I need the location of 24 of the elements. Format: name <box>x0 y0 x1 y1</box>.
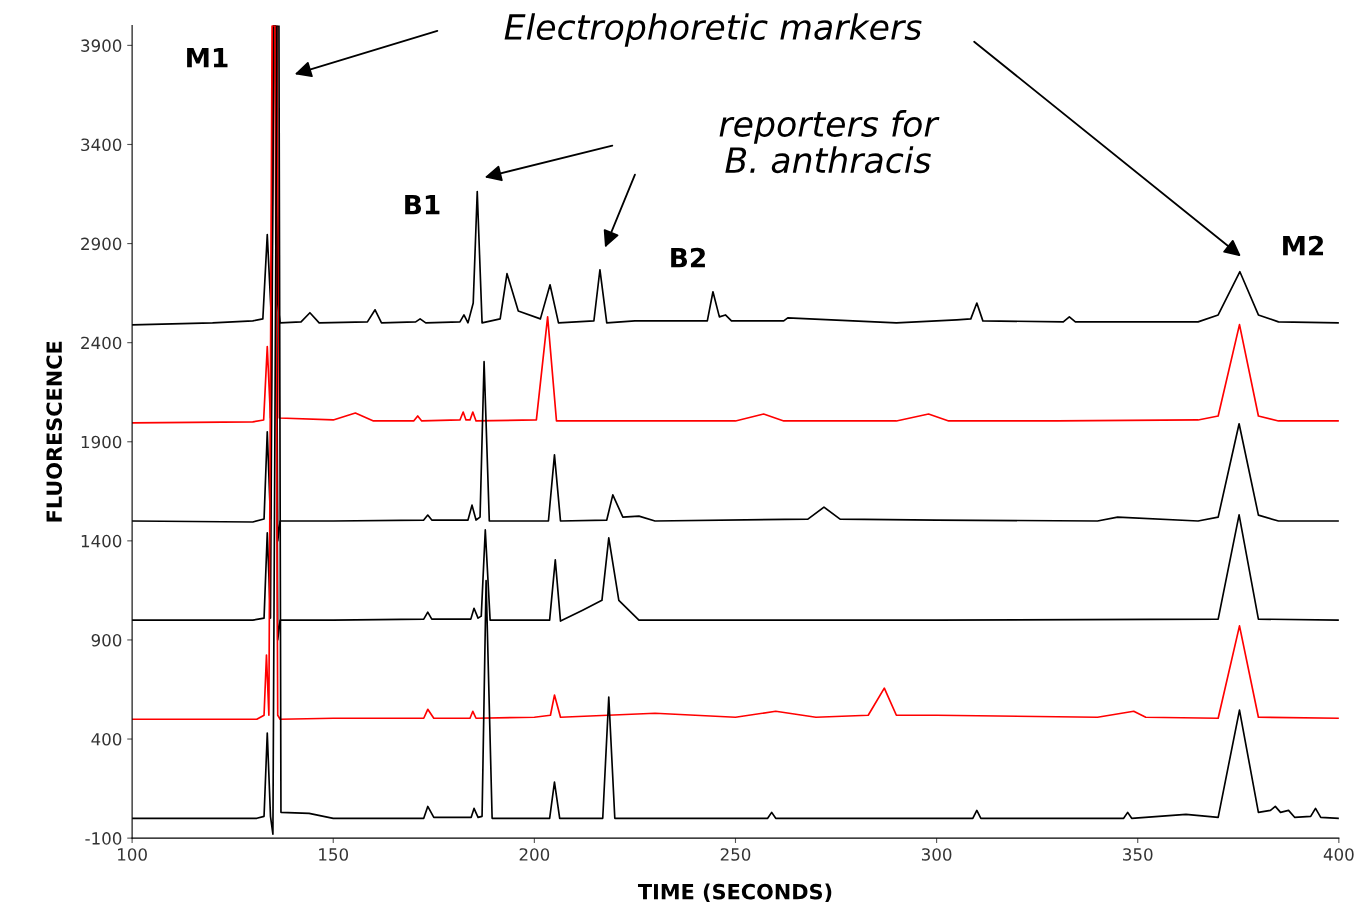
y-tick-label: 1900 <box>81 435 122 449</box>
y-axis-title: FLUORESCENCE <box>46 341 63 522</box>
y-tick-label: 2900 <box>81 237 122 251</box>
annotation: Electrophoretic markers <box>504 13 922 47</box>
x-axis-title: TIME (SECONDS) <box>637 883 832 903</box>
x-tick-label: 250 <box>720 848 751 861</box>
y-tick-label: 3900 <box>81 39 122 52</box>
annotation: B1 <box>405 195 440 215</box>
x-tick-label: 300 <box>921 848 952 861</box>
y-tick-label: -100 <box>85 832 122 845</box>
x-tick-label: 400 <box>1323 848 1354 861</box>
x-tick-label: 100 <box>118 848 147 861</box>
x-tick-label: 350 <box>1123 848 1153 861</box>
x-tick-label: 200 <box>519 848 550 861</box>
y-tick-label: 400 <box>91 733 122 746</box>
annotation: B2 <box>671 247 705 268</box>
y-tick-label: 2400 <box>81 336 122 350</box>
annotation: reporters for B. anthracis <box>719 110 940 174</box>
y-tick-label: 900 <box>91 633 122 647</box>
y-tick-label: 3400 <box>81 138 122 152</box>
annotation: M1 <box>187 48 228 68</box>
y-tick-label: 1400 <box>81 534 122 548</box>
x-tick-label: 150 <box>319 848 349 861</box>
annotation: M2 <box>1283 235 1324 256</box>
